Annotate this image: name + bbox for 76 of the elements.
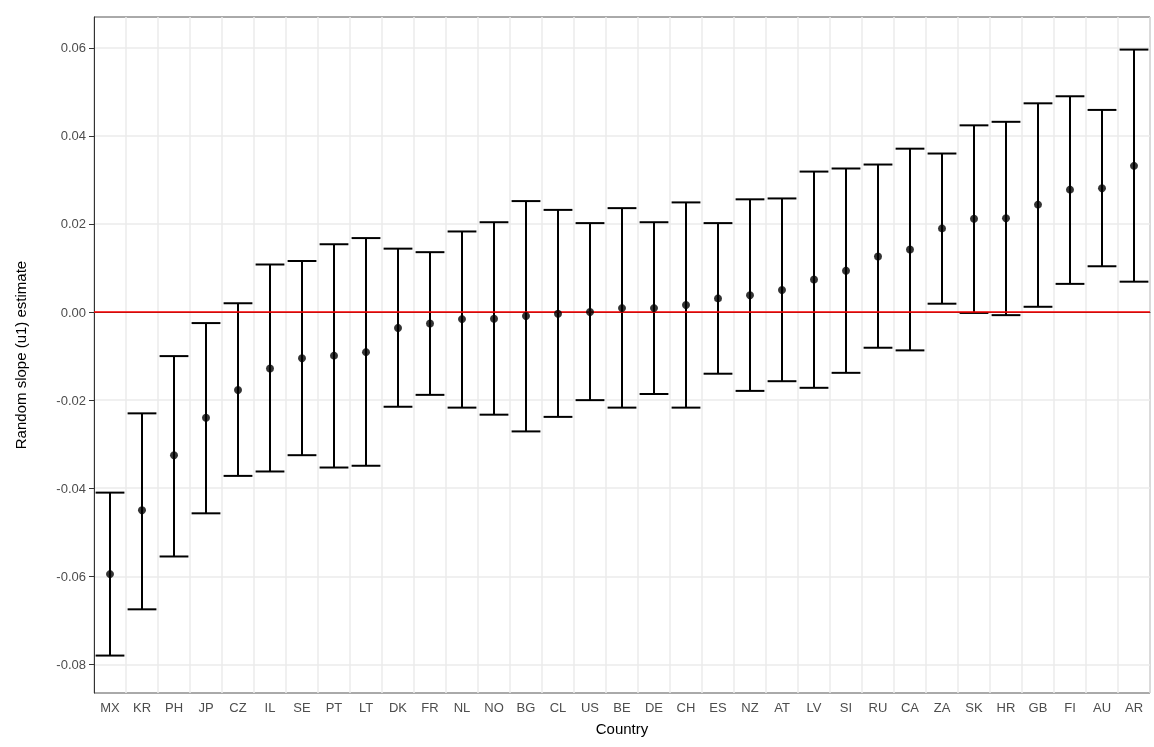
y-tick-label: 0.02 [60, 216, 86, 232]
y-axis-title: Random slope (u1) estimate [12, 260, 29, 450]
x-tick-label: DK [388, 700, 408, 715]
point [970, 214, 978, 223]
x-axis-title: Country [595, 720, 649, 737]
x-tick-label: LV [806, 700, 822, 715]
point [490, 314, 498, 323]
point [1034, 200, 1042, 209]
y-tick-label: -0.02 [56, 392, 86, 408]
point [1130, 161, 1138, 170]
x-tick-label: AR [1124, 700, 1144, 715]
point [202, 413, 210, 422]
point [362, 348, 370, 357]
point [330, 351, 338, 360]
point [1066, 185, 1074, 194]
x-tick-label: PT [325, 700, 343, 715]
x-tick-label: IL [264, 700, 276, 715]
x-tick-label: SE [293, 700, 311, 715]
y-tick-label: -0.08 [56, 656, 86, 672]
point [874, 252, 882, 261]
point [266, 364, 274, 373]
x-tick-label: GB [1028, 700, 1048, 715]
point [906, 245, 914, 254]
point [810, 275, 818, 284]
x-tick-label: JP [198, 700, 214, 715]
x-tick-label: DE [644, 700, 664, 715]
point [234, 386, 242, 395]
point [618, 304, 626, 313]
x-tick-label: SI [839, 700, 853, 715]
point [170, 451, 178, 460]
point [682, 301, 690, 310]
y-tick-label: 0.04 [60, 128, 86, 144]
x-tick-label: BE [613, 700, 631, 715]
point [458, 315, 466, 324]
x-tick-label: BG [516, 700, 536, 715]
x-tick-label: AT [774, 700, 790, 715]
point [554, 309, 562, 318]
x-tick-label: RU [868, 700, 888, 715]
point [746, 291, 754, 300]
x-tick-label: AU [1092, 700, 1112, 715]
x-tick-label: ZA [933, 700, 951, 715]
x-tick-label: HR [996, 700, 1016, 715]
x-tick-label: CH [676, 700, 696, 715]
point [522, 312, 530, 321]
point [938, 224, 946, 233]
x-tick-label: NO [484, 700, 504, 715]
x-tick-label: NL [453, 700, 471, 715]
y-tick-label: -0.04 [56, 480, 86, 496]
point [1002, 214, 1010, 223]
point [586, 308, 594, 317]
point [106, 570, 114, 579]
point [138, 506, 146, 515]
point [778, 286, 786, 295]
x-tick-label: CZ [229, 700, 247, 715]
x-tick-label: SK [965, 700, 983, 715]
x-tick-label: KR [132, 700, 152, 715]
point [298, 354, 306, 363]
x-tick-label: LT [358, 700, 374, 715]
y-tick-label: -0.06 [56, 568, 86, 584]
x-tick-label: US [580, 700, 600, 715]
x-tick-label: CL [549, 700, 567, 715]
point [714, 294, 722, 303]
y-tick-label: 0.00 [60, 304, 86, 320]
point [650, 304, 658, 313]
point [426, 319, 434, 328]
x-tick-label: ES [709, 700, 727, 715]
x-tick-label: CA [900, 700, 920, 715]
y-tick-label: 0.06 [60, 40, 86, 56]
x-tick-label: FR [421, 700, 439, 715]
point [1098, 184, 1106, 193]
x-tick-label: FI [1064, 700, 1076, 715]
point [842, 266, 850, 275]
x-tick-label: NZ [741, 700, 759, 715]
point [394, 323, 402, 332]
x-tick-label: MX [100, 700, 121, 715]
x-tick-label: PH [164, 700, 184, 715]
